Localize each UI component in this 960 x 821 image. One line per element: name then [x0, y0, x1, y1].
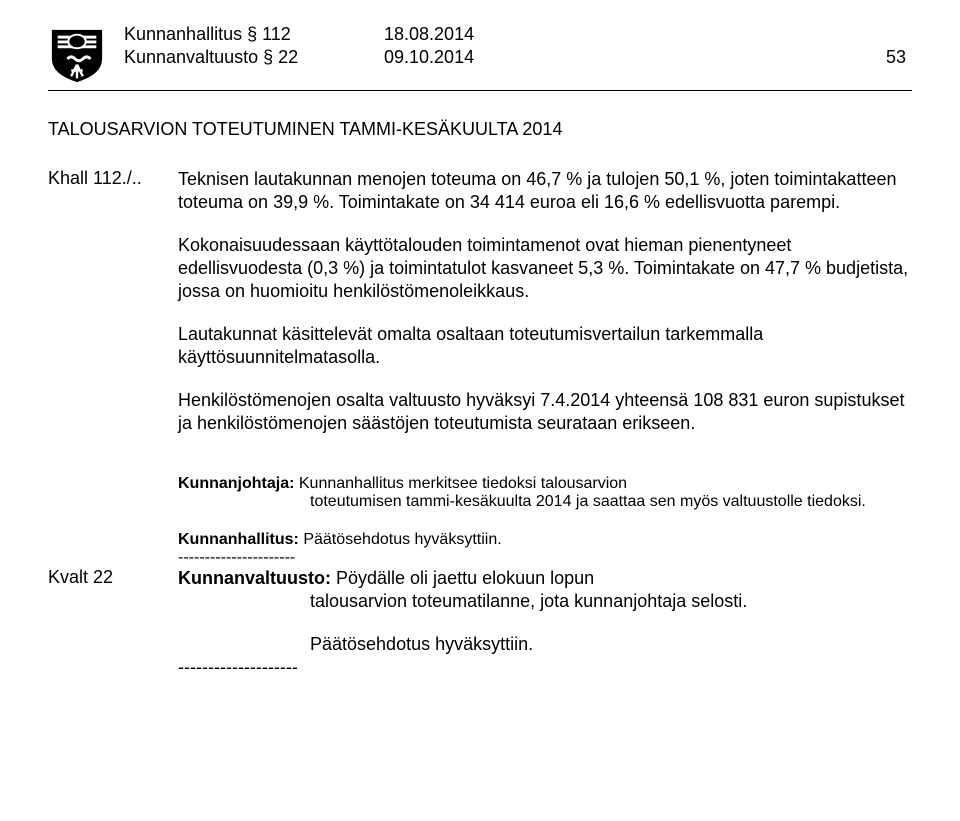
kh-text: Päätösehdotus hyväksyttiin.: [299, 531, 502, 548]
kh-line: Kunnanhallitus: Päätösehdotus hyväksytti…: [178, 531, 912, 549]
header-date-2: 09.10.2014: [384, 47, 524, 68]
municipal-crest-icon: [48, 26, 106, 84]
kv-label: Kunnanvaltuusto:: [178, 568, 331, 588]
khall-p2: Kokonaisuudessaan käyttötalouden toimint…: [178, 234, 912, 303]
khall-p1: Teknisen lautakunnan menojen toteuma on …: [178, 168, 912, 214]
khall-p3: Lautakunnat käsittelevät omalta osaltaan…: [178, 323, 912, 369]
header-body-2: Kunnanvaltuusto § 22: [124, 47, 384, 68]
document-page: Kunnanhallitus § 112 18.08.2014 Kunnanva…: [0, 0, 960, 719]
kv-text1: Pöydälle oli jaettu elokuun lopun: [331, 568, 594, 588]
khall-p4: Henkilöstömenojen osalta valtuusto hyväk…: [178, 389, 912, 435]
kj-text1: Kunnanhallitus merkitsee tiedoksi talous…: [294, 475, 627, 492]
header-date-1: 18.08.2014: [384, 24, 524, 45]
document-header: Kunnanhallitus § 112 18.08.2014 Kunnanva…: [48, 24, 912, 91]
khall-label: Khall 112./..: [48, 168, 178, 189]
document-title: TALOUSARVION TOTEUTUMINEN TAMMI-KESÄKUUL…: [48, 119, 912, 140]
kv-dashes: --------------------: [178, 656, 912, 679]
header-row-1: Kunnanhallitus § 112 18.08.2014: [124, 24, 912, 45]
khall-block: Khall 112./.. Teknisen lautakunnan menoj…: [48, 168, 912, 455]
kj-line2: toteutumisen tammi-kesäkuulta 2014 ja sa…: [178, 493, 912, 511]
header-page-2: 53: [524, 47, 912, 68]
kh-label: Kunnanhallitus:: [178, 531, 299, 548]
kh-dashes: ----------------------: [178, 549, 912, 567]
header-page-1: [524, 24, 912, 45]
kvalt-content: Kunnanvaltuusto: Pöydälle oli jaettu elo…: [178, 567, 912, 679]
kj-line1: Kunnanjohtaja: Kunnanhallitus merkitsee …: [178, 475, 912, 493]
kj-label: Kunnanjohtaja:: [178, 475, 294, 492]
kunnanhallitus-block: Kunnanhallitus: Päätösehdotus hyväksytti…: [178, 531, 912, 567]
kv-line1: Kunnanvaltuusto: Pöydälle oli jaettu elo…: [178, 567, 912, 590]
kv-line2: talousarvion toteumatilanne, jota kunnan…: [178, 590, 912, 613]
kunnanjohtaja-block: Kunnanjohtaja: Kunnanhallitus merkitsee …: [178, 475, 912, 511]
kvalt-label: Kvalt 22: [48, 567, 178, 588]
kv-decision: Päätösehdotus hyväksyttiin.: [178, 633, 912, 656]
kvalt-block: Kvalt 22 Kunnanvaltuusto: Pöydälle oli j…: [48, 567, 912, 679]
khall-content: Teknisen lautakunnan menojen toteuma on …: [178, 168, 912, 455]
header-row-2: Kunnanvaltuusto § 22 09.10.2014 53: [124, 47, 912, 68]
header-body-1: Kunnanhallitus § 112: [124, 24, 384, 45]
header-meta: Kunnanhallitus § 112 18.08.2014 Kunnanva…: [124, 24, 912, 68]
